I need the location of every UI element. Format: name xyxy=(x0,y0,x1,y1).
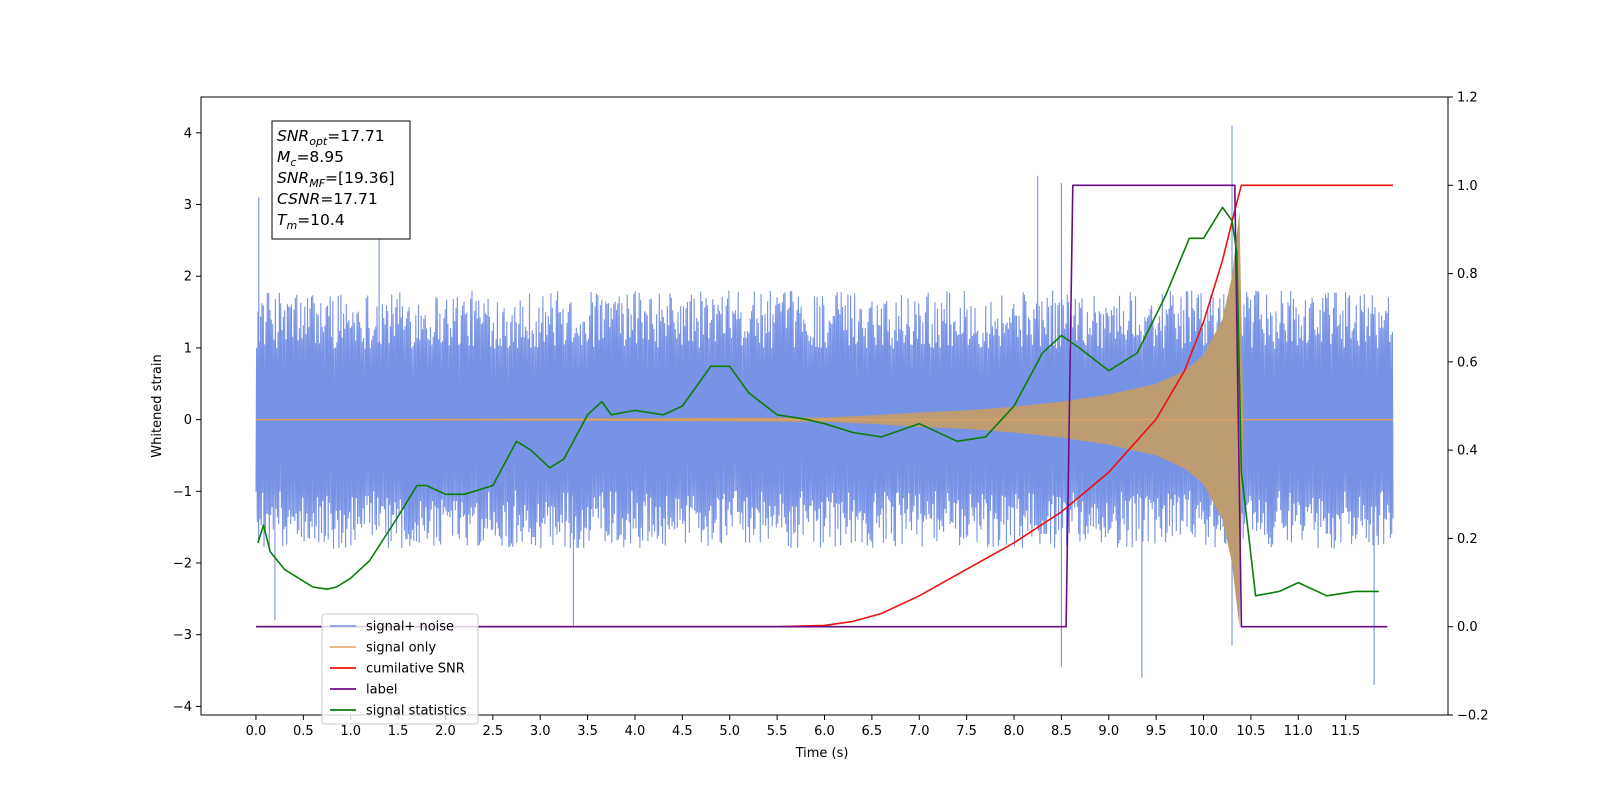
x-axis-label: Time (s) xyxy=(795,746,849,761)
annotation-line: SNRMF=[19.36] xyxy=(277,169,395,190)
x-tick-label: 7.0 xyxy=(909,724,930,739)
x-tick-label: 5.0 xyxy=(719,724,740,739)
legend: signal+ noise signal only cumilative SNR la… xyxy=(321,613,479,725)
annotation-line: Tm=10.4 xyxy=(277,211,345,232)
right-tick-label: 0.8 xyxy=(1457,267,1478,282)
x-tick-label: 8.0 xyxy=(1004,724,1025,739)
right-tick-label: 1.2 xyxy=(1457,91,1478,106)
right-tick-label: 0.2 xyxy=(1457,532,1478,547)
left-tick-label: 0 xyxy=(184,413,192,428)
left-tick-label: 2 xyxy=(184,270,192,285)
cumilative-snr-line xyxy=(256,184,1393,628)
x-axis-ticks: 0.0 0.5 1.0 1.5 2.0 2.5 3.0 3.5 4.0 4.5 5.0 5.5 6.0 6… xyxy=(246,715,1360,739)
x-tick-label: 9.0 xyxy=(1098,724,1119,739)
right-tick-label: 1.0 xyxy=(1457,179,1478,194)
legend-label: label xyxy=(366,683,397,698)
legend-label: signal statistics xyxy=(366,704,467,719)
x-tick-label: 3.5 xyxy=(577,724,598,739)
x-tick-label: 3.0 xyxy=(530,724,551,739)
x-tick-label: 4.0 xyxy=(625,724,646,739)
x-tick-label: 6.0 xyxy=(814,724,835,739)
annotation-line: Mc=8.95 xyxy=(277,148,344,169)
left-tick-label: 3 xyxy=(184,198,192,213)
parameter-annotation-box: SNRopt=17.71Mc=8.95SNRMF=[19.36]CSNR=17.… xyxy=(271,120,411,240)
right-tick-label: −0.2 xyxy=(1457,709,1489,724)
left-tick-label: −2 xyxy=(173,557,192,572)
annotation-line: SNRopt=17.71 xyxy=(277,127,385,148)
left-tick-label: 1 xyxy=(184,341,192,356)
annotation-frame xyxy=(271,120,411,240)
legend-frame xyxy=(321,613,479,725)
x-tick-label: 1.0 xyxy=(340,724,361,739)
annotation-line: CSNR=17.71 xyxy=(277,190,378,208)
x-tick-label: 1.5 xyxy=(388,724,409,739)
x-tick-label: 11.0 xyxy=(1284,724,1313,739)
x-tick-label: 11.5 xyxy=(1331,724,1360,739)
signal-only-layer xyxy=(255,211,1394,628)
y-axis-label-left: Whitened strain xyxy=(150,354,165,457)
x-tick-label: 8.5 xyxy=(1051,724,1072,739)
left-tick-label: −1 xyxy=(173,485,192,500)
x-tick-label: 6.5 xyxy=(862,724,883,739)
left-tick-label: −3 xyxy=(173,628,192,643)
legend-label: cumilative SNR xyxy=(366,662,465,677)
right-tick-label: 0.6 xyxy=(1457,355,1478,370)
right-tick-label: 0.0 xyxy=(1457,620,1478,635)
x-tick-label: 10.5 xyxy=(1236,724,1265,739)
label-line xyxy=(256,184,1388,628)
x-tick-label: 9.5 xyxy=(1146,724,1167,739)
signal-statistics-line xyxy=(257,206,1379,597)
right-tick-label: 0.4 xyxy=(1457,444,1478,459)
left-axis-ticks: −4 −3 −2 −1 0 1 2 3 4 xyxy=(173,126,201,715)
x-tick-label: 0.5 xyxy=(293,724,314,739)
left-tick-label: 4 xyxy=(184,126,192,141)
x-tick-label: 10.0 xyxy=(1189,724,1218,739)
legend-label: signal+ noise xyxy=(366,620,454,635)
right-axis-ticks: −0.2 0.0 0.2 0.4 0.6 0.8 1.0 1.2 xyxy=(1448,91,1489,724)
x-tick-label: 5.5 xyxy=(767,724,788,739)
x-tick-label: 2.0 xyxy=(435,724,456,739)
x-tick-label: 0.0 xyxy=(246,724,267,739)
left-tick-label: −4 xyxy=(173,700,192,715)
legend-label: signal only xyxy=(366,641,436,656)
series-lines-layer xyxy=(256,184,1393,628)
x-tick-label: 2.5 xyxy=(483,724,504,739)
x-tick-label: 4.5 xyxy=(672,724,693,739)
x-tick-label: 7.5 xyxy=(956,724,977,739)
